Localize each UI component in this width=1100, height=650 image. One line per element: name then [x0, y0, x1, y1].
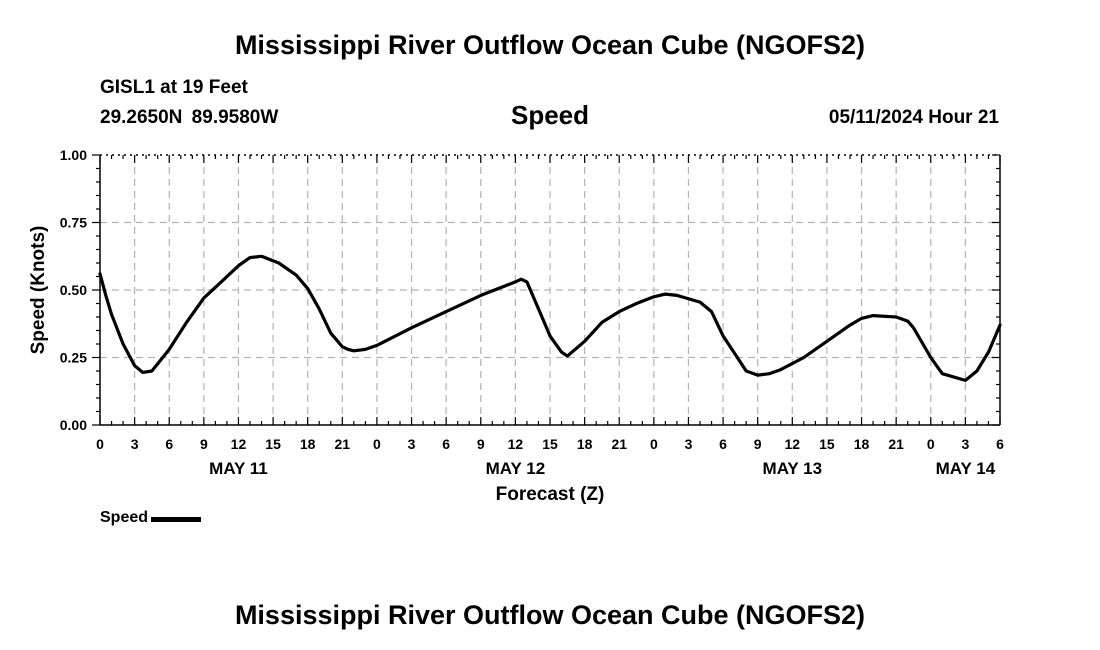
- legend-swatch: [151, 517, 202, 522]
- y-tick-label: 0.25: [60, 350, 87, 366]
- x-tick-label: 18: [854, 436, 870, 452]
- x-tick-label: 0: [96, 436, 104, 452]
- x-tick-label: 21: [611, 436, 627, 452]
- chart-title: Mississippi River Outflow Ocean Cube (NG…: [234, 30, 866, 60]
- x-tick-label: 15: [819, 436, 835, 452]
- date-label: MAY 11: [209, 459, 268, 478]
- x-tick-label: 3: [131, 436, 139, 452]
- x-tick-label: 0: [927, 436, 935, 452]
- x-tick-label: 6: [442, 436, 450, 452]
- x-tick-label: 12: [231, 436, 247, 452]
- x-tick-label: 3: [408, 436, 416, 452]
- x-tick-label: 12: [508, 436, 524, 452]
- date-label: MAY 12: [486, 459, 546, 478]
- station-name: GISL1 at 19 Feet: [100, 77, 248, 98]
- x-tick-label: 0: [373, 436, 381, 452]
- x-tick-label: 21: [888, 436, 904, 452]
- forecast-timestamp: 05/11/2024 Hour 21: [828, 107, 999, 128]
- x-tick-label: 9: [200, 436, 208, 452]
- date-label: MAY 13: [763, 459, 823, 478]
- series-lines: [98, 254, 1002, 382]
- footer-title: Mississippi River Outflow Ocean Cube (NG…: [234, 600, 866, 630]
- x-tick-label: 9: [754, 436, 762, 452]
- series-line-speed: [98, 254, 1002, 382]
- y-tick-label: 0.00: [60, 417, 87, 433]
- station-coordinates: 29.2650N 89.9580W: [100, 107, 279, 128]
- y-tick-label: 0.75: [60, 215, 87, 231]
- x-tick-label: 6: [996, 436, 1004, 452]
- x-tick-label: 6: [719, 436, 727, 452]
- x-tick-label: 18: [300, 436, 316, 452]
- x-tick-label: 12: [785, 436, 801, 452]
- panel-title: Speed: [510, 100, 590, 130]
- y-tick-label: 0.50: [60, 282, 87, 298]
- y-tick-label: 1.00: [60, 147, 87, 163]
- x-tick-label: 0: [650, 436, 658, 452]
- x-tick-label: 3: [961, 436, 969, 452]
- axis-labels: 0 3 6 9 12 15 18 21 0 3 6 9 12 15 18 21 0 3 6 9 12 15 18 21 0 3 6 0…: [28, 147, 1004, 505]
- y-axis-title: Speed (Knots): [28, 226, 49, 355]
- legend-label: Speed: [100, 509, 149, 526]
- x-tick-label: 6: [165, 436, 173, 452]
- grid-lines: [100, 154, 1000, 425]
- date-label: MAY 14: [936, 459, 996, 478]
- x-tick-label: 9: [477, 436, 485, 452]
- x-tick-label: 15: [265, 436, 281, 452]
- x-tick-label: 3: [685, 436, 693, 452]
- axes: [92, 154, 1001, 426]
- x-tick-label: 21: [335, 436, 351, 452]
- x-axis-title: Forecast (Z): [496, 484, 605, 505]
- legend: Speed: [100, 509, 202, 527]
- x-tick-label: 18: [577, 436, 593, 452]
- x-tick-label: 15: [542, 436, 558, 452]
